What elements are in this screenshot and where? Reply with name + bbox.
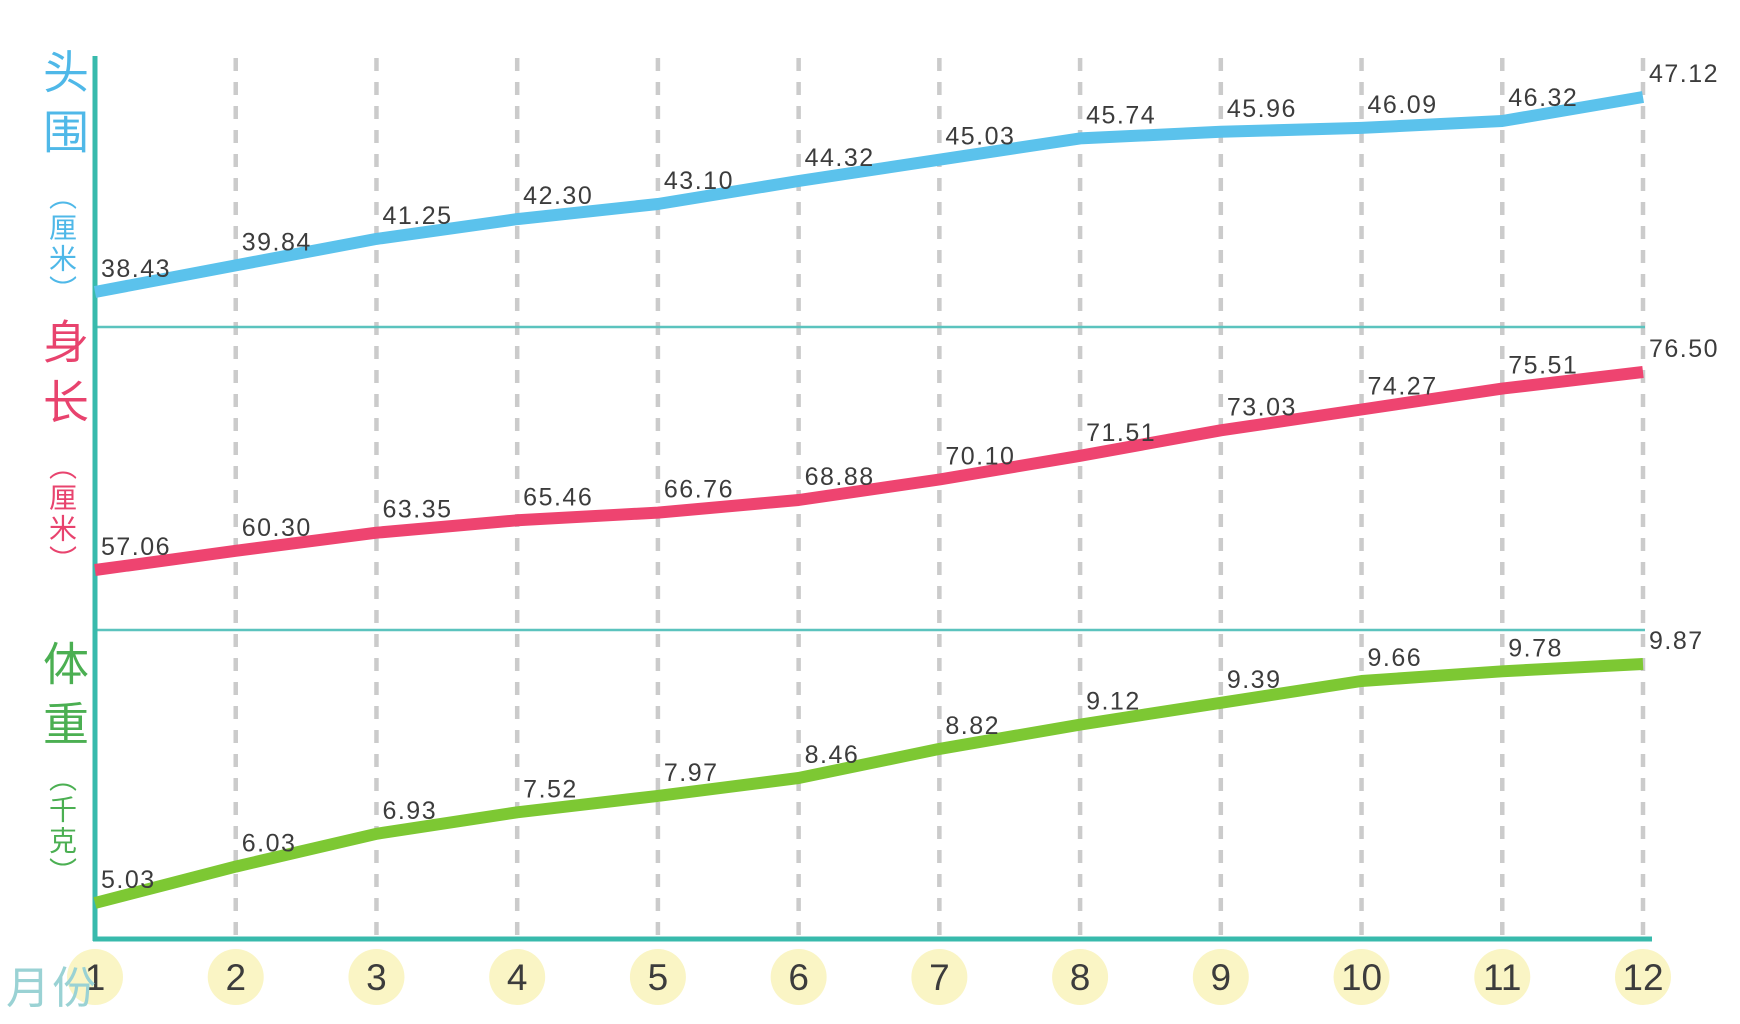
month-number: 10: [1341, 957, 1382, 998]
head-circumference-value-label: 43.10: [664, 167, 734, 195]
head-circumference-value-label: 46.09: [1368, 91, 1438, 119]
weight-value-label: 6.03: [242, 830, 297, 858]
body-length-value-label: 70.10: [945, 443, 1015, 471]
head-circumference-value-label: 42.30: [523, 182, 593, 210]
month-number: 5: [648, 957, 669, 998]
head-circumference-value-label: 38.43: [101, 255, 171, 283]
weight-value-label: 9.78: [1508, 634, 1563, 662]
weight-line: [93, 658, 1644, 909]
head-circumference-value-label: 46.32: [1508, 84, 1578, 112]
head-circumference-line: [93, 91, 1645, 298]
body-length-value-label: 66.76: [664, 476, 734, 504]
body-length-value-label: 74.27: [1368, 372, 1438, 400]
month-marker: [911, 949, 968, 1005]
weight-value-label: 9.12: [1086, 688, 1141, 716]
month-number: 9: [1211, 957, 1232, 998]
month-marker: [489, 949, 546, 1005]
month-number: 8: [1070, 957, 1091, 998]
month-number: 3: [366, 957, 387, 998]
weight-value-label: 7.52: [523, 775, 578, 803]
body-length-line: [94, 366, 1644, 576]
weight-value-label: 5.03: [101, 866, 156, 894]
series-label-body-length: 身长: [37, 318, 89, 438]
x-axis-title-month: 月份: [6, 964, 98, 1013]
body-length-value-label: 76.50: [1649, 335, 1719, 363]
weight-value-label: 8.46: [805, 741, 860, 769]
month-number: 4: [507, 957, 528, 998]
month-marker: [1192, 949, 1249, 1005]
month-marker: [1333, 949, 1390, 1005]
month-marker: [1615, 949, 1671, 1005]
body-length-value-label: 71.51: [1086, 419, 1156, 447]
month-number: 7: [929, 957, 950, 998]
weight-value-label: 8.82: [945, 712, 1000, 740]
month-marker: [629, 949, 686, 1005]
month-number: 2: [225, 957, 246, 998]
body-length-value-label: 65.46: [523, 483, 593, 511]
series-label-head-circumference: 头围: [37, 48, 89, 168]
body-length-value-label: 73.03: [1227, 393, 1297, 421]
month-marker: [67, 949, 123, 1005]
weight-value-label: 6.93: [382, 797, 437, 825]
body-length-value-label: 57.06: [101, 533, 171, 561]
head-circumference-value-label: 45.74: [1086, 101, 1156, 129]
series-unit-body-length: （厘米）: [46, 452, 77, 576]
month-number: 6: [788, 957, 809, 998]
month-number: 1: [85, 957, 106, 998]
body-length-value-label: 68.88: [805, 463, 875, 491]
month-marker: [1052, 949, 1109, 1005]
series-unit-head-circumference: （厘米）: [46, 182, 77, 306]
body-length-value-label: 63.35: [382, 496, 452, 524]
month-marker: [348, 949, 405, 1005]
head-circumference-value-label: 44.32: [805, 144, 875, 172]
body-length-value-label: 75.51: [1508, 352, 1578, 380]
month-marker: [770, 949, 827, 1005]
weight-value-label: 9.39: [1227, 666, 1282, 694]
body-length-value-label: 60.30: [242, 514, 312, 542]
series-unit-weight: （千克）: [46, 764, 77, 888]
head-circumference-value-label: 45.03: [945, 123, 1015, 151]
series-label-weight: 体重: [37, 640, 89, 760]
weight-value-label: 9.66: [1368, 644, 1423, 672]
month-marker: [207, 949, 264, 1005]
head-circumference-value-label: 45.96: [1227, 95, 1297, 123]
head-circumference-value-label: 41.25: [382, 202, 452, 230]
head-circumference-value-label: 39.84: [242, 228, 312, 256]
month-number: 11: [1483, 957, 1521, 998]
weight-value-label: 9.87: [1649, 627, 1704, 655]
month-marker: [1474, 949, 1531, 1005]
head-circumference-value-label: 47.12: [1649, 60, 1719, 88]
weight-value-label: 7.97: [664, 759, 719, 787]
month-number: 12: [1622, 957, 1663, 998]
